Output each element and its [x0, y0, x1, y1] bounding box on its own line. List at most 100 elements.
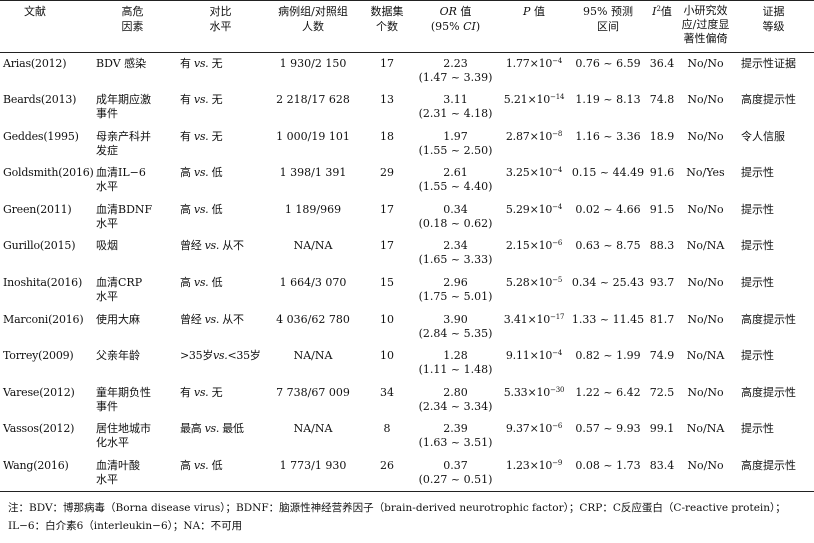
- table-row: Gurillo(2015) 吸烟 曾经 vs. 从不 NA/NA 17 2.34 (1.65…: [0, 235, 814, 272]
- cell-or: 2.34 (1.65 ~ 3.33): [413, 235, 498, 272]
- cell-i2: 93.7: [649, 276, 675, 290]
- or-ci: (0.18 ~ 0.62): [418, 216, 493, 230]
- risk-factor-table: 文献 高危 因素 对比 水平 病例组/对照组 人数 数据集 个数 OR 值 (95% CI…: [0, 0, 814, 492]
- cell-small-study-bias: No/NA: [686, 422, 725, 436]
- risk-factor-line: 童年期负性: [96, 385, 151, 399]
- or-ci: (0.27 ~ 0.51): [418, 473, 493, 487]
- cell-cases-controls: 7 738/67 009: [276, 385, 350, 399]
- or-value: 3.90: [443, 312, 468, 326]
- cell-i2: 81.7: [649, 312, 675, 326]
- or-ci: (2.34 ~ 3.34): [418, 399, 493, 413]
- header-cases-controls: 病例组/对照组 人数: [278, 5, 348, 33]
- header-evidence-level: 证据 等级: [762, 5, 785, 33]
- cell-comparison: 高 vs. 低: [180, 276, 223, 290]
- or-value: 3.11: [443, 93, 468, 107]
- p-base: 3.25×10: [505, 166, 553, 180]
- cell-cases-controls: NA/NA: [293, 422, 333, 436]
- cell-evidence-level: 提示性: [741, 276, 774, 290]
- cell-p-value: 3.25×10−4: [498, 162, 570, 199]
- p-exponent: −6: [552, 422, 563, 431]
- risk-factor-line: 父亲年龄: [96, 349, 140, 363]
- risk-factor-line: 成年期应激: [96, 93, 151, 107]
- header-prediction-interval: 95% 预测 区间: [583, 5, 633, 33]
- cell-p-value: 3.41×10−17: [498, 309, 570, 346]
- cell-literature: Inoshita(2016): [3, 276, 83, 290]
- cell-cases-controls: 1 664/3 070: [279, 276, 347, 290]
- cell-i2: 18.9: [649, 129, 675, 143]
- cell-prediction-interval: 1.22 ~ 6.42: [575, 385, 641, 399]
- cell-small-study-bias: No/No: [687, 385, 724, 399]
- risk-factor-line: 血清CRP: [96, 276, 143, 290]
- cell-or: 1.28 (1.11 ~ 1.48): [413, 345, 498, 382]
- or-ci: (1.63 ~ 3.51): [418, 436, 493, 450]
- cell-evidence-level: 高度提示性: [741, 385, 796, 399]
- p-exponent: −6: [552, 239, 563, 248]
- cell-i2: 72.5: [649, 385, 675, 399]
- or-value: 2.34: [443, 239, 468, 253]
- cell-evidence-level: 提示性: [741, 202, 774, 216]
- cell-prediction-interval: 0.63 ~ 8.75: [575, 239, 641, 253]
- cell-literature: Gurillo(2015): [3, 239, 76, 253]
- cell-datasets: 15: [380, 276, 394, 290]
- cell-evidence-level: 高度提示性: [741, 93, 796, 107]
- header-i2: I2值: [652, 5, 672, 18]
- cell-risk-factor: 童年期负性 事件: [89, 382, 176, 419]
- cell-p-value: 5.29×10−4: [498, 199, 570, 236]
- risk-factor-line: 水平: [96, 180, 118, 194]
- p-exponent: −8: [552, 129, 563, 138]
- cell-i2: 74.8: [649, 93, 675, 107]
- header-or: OR 值 (95% CI): [430, 5, 481, 33]
- cell-prediction-interval: 1.19 ~ 8.13: [575, 93, 641, 107]
- header-comparison: 对比 水平: [209, 5, 232, 33]
- cell-datasets: 26: [380, 459, 394, 473]
- cell-p-value: 1.77×10−4: [498, 53, 570, 90]
- or-ci: (2.84 ~ 5.35): [418, 326, 493, 340]
- cell-cases-controls: 1 930/2 150: [279, 57, 347, 70]
- cell-datasets: 10: [380, 349, 394, 363]
- cell-small-study-bias: No/No: [687, 202, 724, 216]
- p-base: 1.77×10: [505, 57, 553, 70]
- cell-datasets: 8: [383, 422, 391, 436]
- p-exponent: −17: [550, 312, 565, 321]
- cell-prediction-interval: 0.15 ~ 44.49: [571, 166, 645, 180]
- cell-risk-factor: 吸烟: [89, 235, 176, 272]
- cell-prediction-interval: 0.57 ~ 9.93: [575, 422, 641, 436]
- cell-datasets: 13: [380, 93, 394, 107]
- cell-literature: Marconi(2016): [3, 312, 84, 326]
- table-row: Vassos(2012) 居住地城市 化水平 最高 vs. 最低 NA/NA 8 2.39(…: [0, 418, 814, 455]
- or-value: 1.28: [443, 349, 468, 363]
- cell-literature: Wang(2016): [3, 459, 69, 473]
- cell-datasets: 10: [380, 312, 394, 326]
- table-row: Torrey(2009) 父亲年龄 >35岁vs.<35岁 NA/NA 10 1.28 (1…: [0, 345, 814, 382]
- cell-i2: 91.6: [649, 166, 675, 180]
- cell-cases-controls: 1 773/1 930: [279, 459, 347, 473]
- header-datasets: 数据集 个数: [370, 5, 404, 33]
- p-exponent: −5: [552, 276, 563, 285]
- cell-or: 2.96 (1.75 ~ 5.01): [413, 272, 498, 309]
- or-ci: (1.11 ~ 1.48): [418, 363, 493, 377]
- cell-cases-controls: 1 189/969: [284, 202, 342, 216]
- risk-factor-line: 事件: [96, 399, 118, 413]
- p-base: 9.37×10: [505, 422, 553, 436]
- cell-small-study-bias: No/NA: [686, 349, 725, 363]
- risk-factor-line: 血清叶酸: [96, 459, 140, 473]
- or-ci: (2.31 ~ 4.18): [418, 107, 493, 121]
- cell-prediction-interval: 0.82 ~ 1.99: [575, 349, 641, 363]
- cell-comparison: >35岁vs.<35岁: [180, 349, 261, 363]
- risk-factor-line: BDV 感染: [96, 57, 147, 70]
- cell-datasets: 18: [380, 129, 394, 143]
- cell-or: 1.97 (1.55 ~ 2.50): [413, 126, 498, 163]
- cell-evidence-level: 令人信服: [741, 129, 785, 143]
- cell-p-value: 9.11×10−4: [498, 345, 570, 382]
- cell-literature: Varese(2012): [3, 385, 75, 399]
- cell-risk-factor: 母亲产科并 发症: [89, 126, 176, 163]
- header-risk-factor: 高危 因素: [121, 5, 144, 33]
- or-ci: (1.47 ~ 3.39): [418, 71, 493, 84]
- cell-small-study-bias: No/No: [687, 57, 724, 70]
- cell-or: 3.11 (2.31 ~ 4.18): [413, 89, 498, 126]
- cell-small-study-bias: No/No: [687, 129, 724, 143]
- p-base: 1.23×10: [505, 459, 553, 473]
- table-footnote: 注：BDV：博那病毒（Borna disease virus）；BDNF：脑源性…: [8, 502, 786, 532]
